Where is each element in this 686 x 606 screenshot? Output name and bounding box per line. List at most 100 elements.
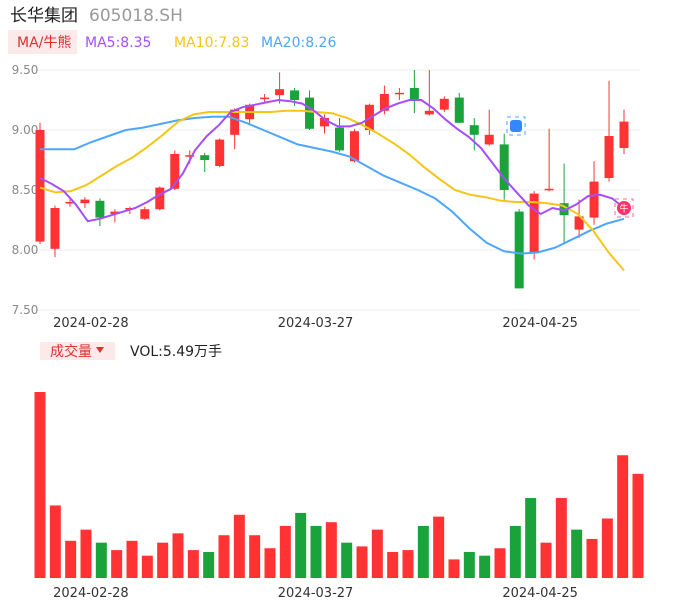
volume-bar bbox=[525, 498, 537, 578]
volume-bar bbox=[111, 550, 123, 578]
volume-bar bbox=[341, 542, 353, 578]
date-tick-label: 2024-03-27 bbox=[278, 586, 354, 601]
volume-bar bbox=[80, 529, 92, 578]
date-tick-label: 2024-02-28 bbox=[53, 586, 129, 601]
candle-body bbox=[50, 208, 60, 249]
bull-badge-text: 牛 bbox=[619, 203, 628, 215]
date-tick-label: 2024-04-25 bbox=[502, 586, 578, 601]
candle-body bbox=[140, 209, 150, 219]
price-tick-label: 7.50 bbox=[12, 303, 39, 317]
volume-bar bbox=[586, 538, 598, 578]
date-axis-top: 2024-02-28 2024-03-27 2024-04-25 bbox=[53, 316, 578, 331]
candle-body bbox=[394, 92, 404, 95]
volume-indicator-label[interactable]: 成交量 bbox=[50, 343, 92, 360]
volume-bar bbox=[187, 550, 199, 578]
volume-bar bbox=[433, 516, 445, 578]
volume-bar bbox=[448, 559, 460, 578]
candle-body bbox=[35, 130, 45, 242]
volume-bar bbox=[126, 540, 138, 578]
volume-bar bbox=[49, 505, 61, 578]
candle-body bbox=[170, 154, 180, 189]
candle-body bbox=[185, 155, 195, 157]
volume-bar bbox=[233, 514, 245, 578]
candle-body bbox=[290, 90, 300, 100]
volume-bar bbox=[571, 529, 583, 578]
candle-body bbox=[424, 110, 434, 115]
candle-body bbox=[604, 136, 614, 178]
candle-body bbox=[305, 97, 315, 129]
volume-indicator-tab-bg[interactable] bbox=[40, 342, 115, 360]
volume-bar bbox=[387, 551, 399, 578]
volume-bar bbox=[172, 533, 184, 578]
moving-average-lines bbox=[39, 98, 625, 272]
candle-body bbox=[200, 155, 210, 160]
candle-body bbox=[454, 97, 464, 123]
volume-bar bbox=[264, 548, 276, 578]
volume-bar bbox=[157, 542, 169, 578]
price-tick-label: 9.50 bbox=[12, 63, 39, 77]
volume-bar bbox=[371, 529, 383, 578]
volume-bar bbox=[65, 540, 77, 578]
volume-bar bbox=[555, 498, 567, 578]
candle-body bbox=[215, 139, 225, 166]
candle-body bbox=[80, 199, 90, 204]
volume-bar bbox=[141, 555, 153, 578]
volume-bar bbox=[494, 548, 506, 578]
volume-bar bbox=[356, 546, 368, 578]
volume-bar bbox=[249, 535, 261, 578]
volume-bar bbox=[601, 518, 613, 578]
low-point-badge-frame[interactable] bbox=[506, 116, 526, 136]
candle-body bbox=[544, 188, 554, 191]
candle-body bbox=[349, 131, 359, 162]
candle-body bbox=[499, 144, 509, 190]
candlestick-series bbox=[35, 70, 629, 289]
legend-ma20: MA20:8.26 bbox=[261, 35, 336, 51]
volume-bar bbox=[310, 525, 322, 578]
indicator-tab-bg[interactable] bbox=[8, 30, 77, 54]
candle-body bbox=[95, 200, 105, 218]
candle-body bbox=[275, 89, 285, 96]
legend-ma5: MA5:8.35 bbox=[85, 35, 151, 51]
stock-code: 605018.SH bbox=[89, 6, 183, 26]
ma5-line bbox=[39, 98, 625, 223]
candle-body bbox=[469, 125, 479, 135]
price-tick-label: 8.50 bbox=[12, 183, 39, 197]
ma20-line bbox=[40, 115, 625, 255]
volume-bar bbox=[218, 535, 230, 578]
candle-body bbox=[65, 202, 75, 204]
volume-bar bbox=[540, 542, 552, 578]
price-tick-label: 8.00 bbox=[12, 243, 39, 257]
price-axis: 9.50 9.00 8.50 8.00 7.50 bbox=[12, 63, 39, 317]
price-tick-label: 9.00 bbox=[12, 123, 39, 137]
blue-square-badge-icon[interactable] bbox=[510, 120, 522, 132]
volume-series bbox=[34, 392, 644, 578]
candle-body bbox=[320, 118, 330, 127]
volume-bar bbox=[295, 512, 307, 578]
bull-badge-frame[interactable] bbox=[614, 198, 634, 218]
volume-bar bbox=[479, 555, 491, 578]
candle-body bbox=[379, 94, 389, 111]
volume-bar bbox=[279, 525, 291, 578]
red-bull-badge-icon[interactable] bbox=[617, 201, 631, 215]
chevron-down-icon[interactable] bbox=[96, 347, 104, 353]
volume-bar bbox=[463, 551, 475, 578]
volume-bar bbox=[34, 392, 46, 578]
volume-bar bbox=[95, 542, 107, 578]
candle-body bbox=[155, 187, 165, 210]
stock-name: 长华集团 bbox=[10, 6, 78, 26]
date-axis-bottom: 2024-02-28 2024-03-27 2024-04-25 bbox=[53, 586, 578, 601]
volume-bar bbox=[325, 522, 337, 578]
date-tick-label: 2024-03-27 bbox=[278, 316, 354, 331]
candle-body bbox=[484, 134, 494, 145]
chart-markers: 牛 bbox=[506, 116, 634, 218]
volume-bar bbox=[632, 473, 644, 578]
candle-body bbox=[619, 121, 629, 148]
candle-body bbox=[574, 216, 584, 230]
volume-value-label: VOL:5.49万手 bbox=[130, 344, 222, 360]
indicator-tab-label[interactable]: MA/牛熊 bbox=[17, 35, 71, 51]
candle-body bbox=[589, 181, 599, 218]
volume-bar bbox=[509, 525, 521, 578]
candle-body bbox=[110, 211, 120, 214]
candle-body bbox=[260, 97, 270, 100]
